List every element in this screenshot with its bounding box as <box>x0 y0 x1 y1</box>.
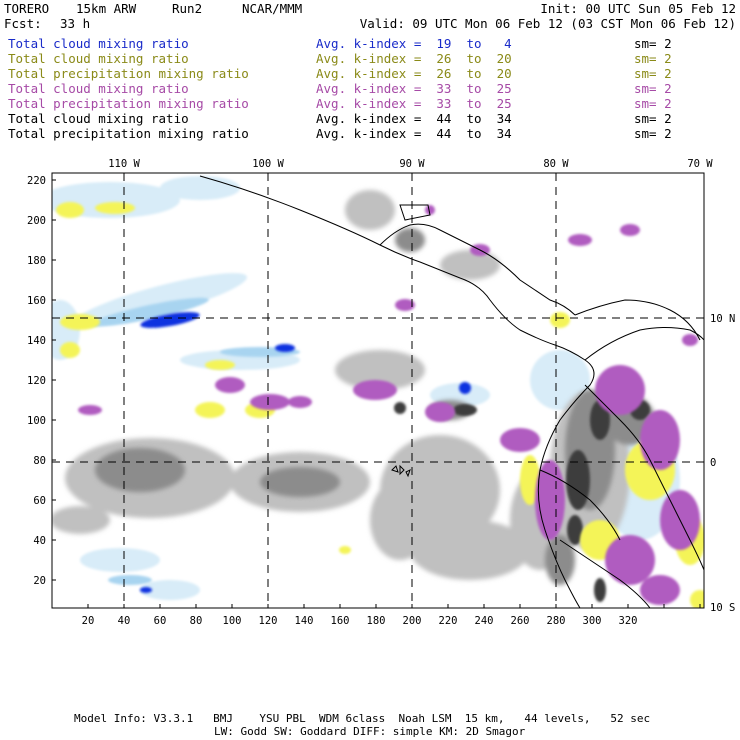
lon-label: 100 W <box>252 158 284 170</box>
legend-sm: sm= 2 <box>634 66 672 81</box>
plot-frame <box>51 172 705 609</box>
forecast-hour: 33 h <box>60 16 91 31</box>
legend-index: Avg. k-index = 26 to 20 <box>316 66 512 81</box>
legend-sm: sm= 2 <box>634 126 672 141</box>
legend-field: Total cloud mixing ratio <box>8 111 189 126</box>
legend-index: Avg. k-index = 44 to 34 <box>316 111 512 126</box>
y-tick-label: 160 <box>27 295 46 307</box>
lon-label: 80 W <box>543 158 569 170</box>
lat-label: 10 S <box>710 602 735 614</box>
x-tick-label: 260 <box>511 615 530 627</box>
x-tick-label: 240 <box>475 615 494 627</box>
lon-label: 70 W <box>687 158 713 170</box>
y-tick-label: 200 <box>27 215 46 227</box>
physics-info: LW: Godd SW: Goddard DIFF: simple KM: 2D… <box>214 725 526 738</box>
y-tick-label: 80 <box>33 455 46 467</box>
legend-field: Total cloud mixing ratio <box>8 51 189 66</box>
blue-core <box>140 312 471 593</box>
legend-sm: sm= 2 <box>634 81 672 96</box>
x-tick-label: 200 <box>403 615 422 627</box>
lat-label: 0 <box>710 457 716 469</box>
model-resolution: 15km ARW <box>76 1 137 16</box>
forecast-label: Fcst: <box>4 16 42 31</box>
y-tick-label: 40 <box>33 535 46 547</box>
legend-field: Total precipitation mixing ratio <box>8 66 249 81</box>
tick-marks <box>52 179 701 608</box>
model-info: Model Info: V3.3.1 BMJ YSU PBL WDM 6clas… <box>74 712 651 725</box>
legend-field: Total cloud mixing ratio <box>8 81 189 96</box>
x-tick-label: 280 <box>547 615 566 627</box>
lon-label: 90 W <box>399 158 425 170</box>
y-tick-label: 140 <box>27 335 46 347</box>
x-tick-label: 180 <box>367 615 386 627</box>
legend-sm: sm= 2 <box>634 96 672 111</box>
x-tick-label: 20 <box>82 615 95 627</box>
lat-label: 10 N <box>710 313 735 325</box>
lon-labels: 110 W 100 W 90 W 80 W 70 W <box>108 158 713 170</box>
model-name: TORERO <box>4 1 50 16</box>
legend-index: Avg. k-index = 26 to 20 <box>316 51 512 66</box>
run-label: Run2 <box>172 1 203 16</box>
legend-sm: sm= 2 <box>634 111 672 126</box>
precip-magenta <box>78 205 700 605</box>
y-tick-label: 60 <box>33 495 46 507</box>
lon-label: 110 W <box>108 158 140 170</box>
legend-field: Total cloud mixing ratio <box>8 36 189 51</box>
lat-labels: 10 N 0 10 S <box>710 313 735 614</box>
y-tick-label: 120 <box>27 375 46 387</box>
legend-field: Total precipitation mixing ratio <box>8 96 249 111</box>
x-tick-label: 160 <box>331 615 350 627</box>
x-tick-label: 220 <box>439 615 458 627</box>
x-tick-label: 300 <box>583 615 602 627</box>
valid-time: Valid: 09 UTC Mon 06 Feb 12 (03 CST Mon … <box>359 16 736 31</box>
x-tick-labels: 20 40 60 80 100 120 140 160 180 200 220 … <box>82 615 638 627</box>
x-tick-label: 140 <box>295 615 314 627</box>
legend-index: Avg. k-index = 19 to 4 <box>316 36 512 51</box>
legend-index: Avg. k-index = 44 to 34 <box>316 126 512 141</box>
init-time: Init: 00 UTC Sun 05 Feb 12 <box>540 1 736 16</box>
x-tick-label: 80 <box>190 615 203 627</box>
legend-sm: sm= 2 <box>634 51 672 66</box>
map-fields <box>52 175 704 608</box>
x-tick-label: 100 <box>223 615 242 627</box>
legend-index: Avg. k-index = 33 to 25 <box>316 81 512 96</box>
y-tick-label: 100 <box>27 415 46 427</box>
x-tick-label: 40 <box>118 615 131 627</box>
x-tick-label: 120 <box>259 615 278 627</box>
x-tick-label: 320 <box>619 615 638 627</box>
legend-index: Avg. k-index = 33 to 25 <box>316 96 512 111</box>
coastline <box>199 175 704 608</box>
y-tick-labels: 220 200 180 160 140 120 100 80 60 40 20 <box>27 175 46 587</box>
y-tick-label: 20 <box>33 575 46 587</box>
legend-sm: sm= 2 <box>634 36 672 51</box>
x-tick-label: 60 <box>154 615 167 627</box>
org-label: NCAR/MMM <box>242 1 303 16</box>
y-tick-label: 180 <box>27 255 46 267</box>
legend-field: Total precipitation mixing ratio <box>8 126 249 141</box>
y-tick-label: 220 <box>27 175 46 187</box>
graticule <box>52 173 704 608</box>
